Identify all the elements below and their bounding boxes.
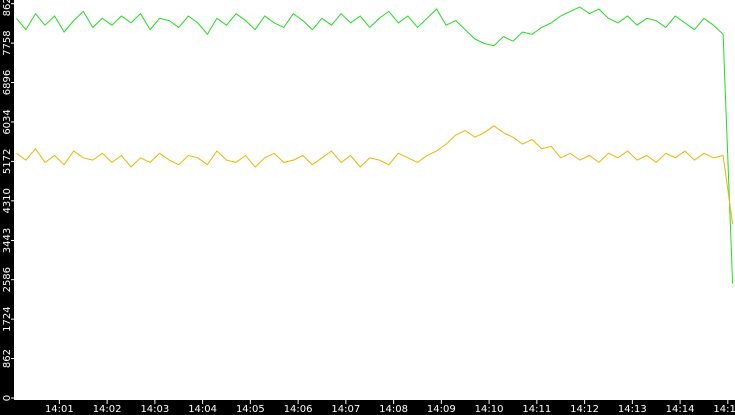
y-tick-label: 6034 (2, 109, 13, 134)
y-tick-label: 862 (2, 349, 13, 368)
x-tick-label: 14:06 (284, 404, 313, 415)
x-tick-label: 14:09 (427, 404, 456, 415)
x-tick-label: 14:10 (475, 404, 504, 415)
x-tick-label: 14:04 (188, 404, 217, 415)
y-tick-label: 0 (2, 395, 13, 401)
y-tick-label: 5172 (2, 149, 13, 174)
y-tick-label: 8620 (2, 0, 13, 16)
x-tick-label: 14:12 (570, 404, 599, 415)
x-tick-label: 14:15 (713, 404, 735, 415)
y-tick-label: 7758 (2, 30, 13, 55)
y-tick-label: 2586 (2, 267, 13, 292)
series-line (16, 125, 734, 225)
x-tick-label: 14:14 (666, 404, 695, 415)
x-tick-label: 14:11 (522, 404, 551, 415)
x-tick-label: 14:13 (618, 404, 647, 415)
x-tick-label: 14:05 (236, 404, 265, 415)
x-tick-label: 14:08 (379, 404, 408, 415)
x-tick-label: 14:03 (140, 404, 169, 415)
x-tick-label: 14:01 (45, 404, 74, 415)
x-tick-label: 14:07 (331, 404, 360, 415)
y-tick-label: 1724 (2, 306, 13, 331)
y-tick-label: 3443 (2, 228, 13, 253)
series-line (16, 6, 734, 284)
y-tick-label: 4310 (2, 188, 13, 213)
plot-area (14, 0, 735, 400)
x-tick-label: 14:02 (93, 404, 122, 415)
y-tick-label: 6896 (2, 70, 13, 95)
